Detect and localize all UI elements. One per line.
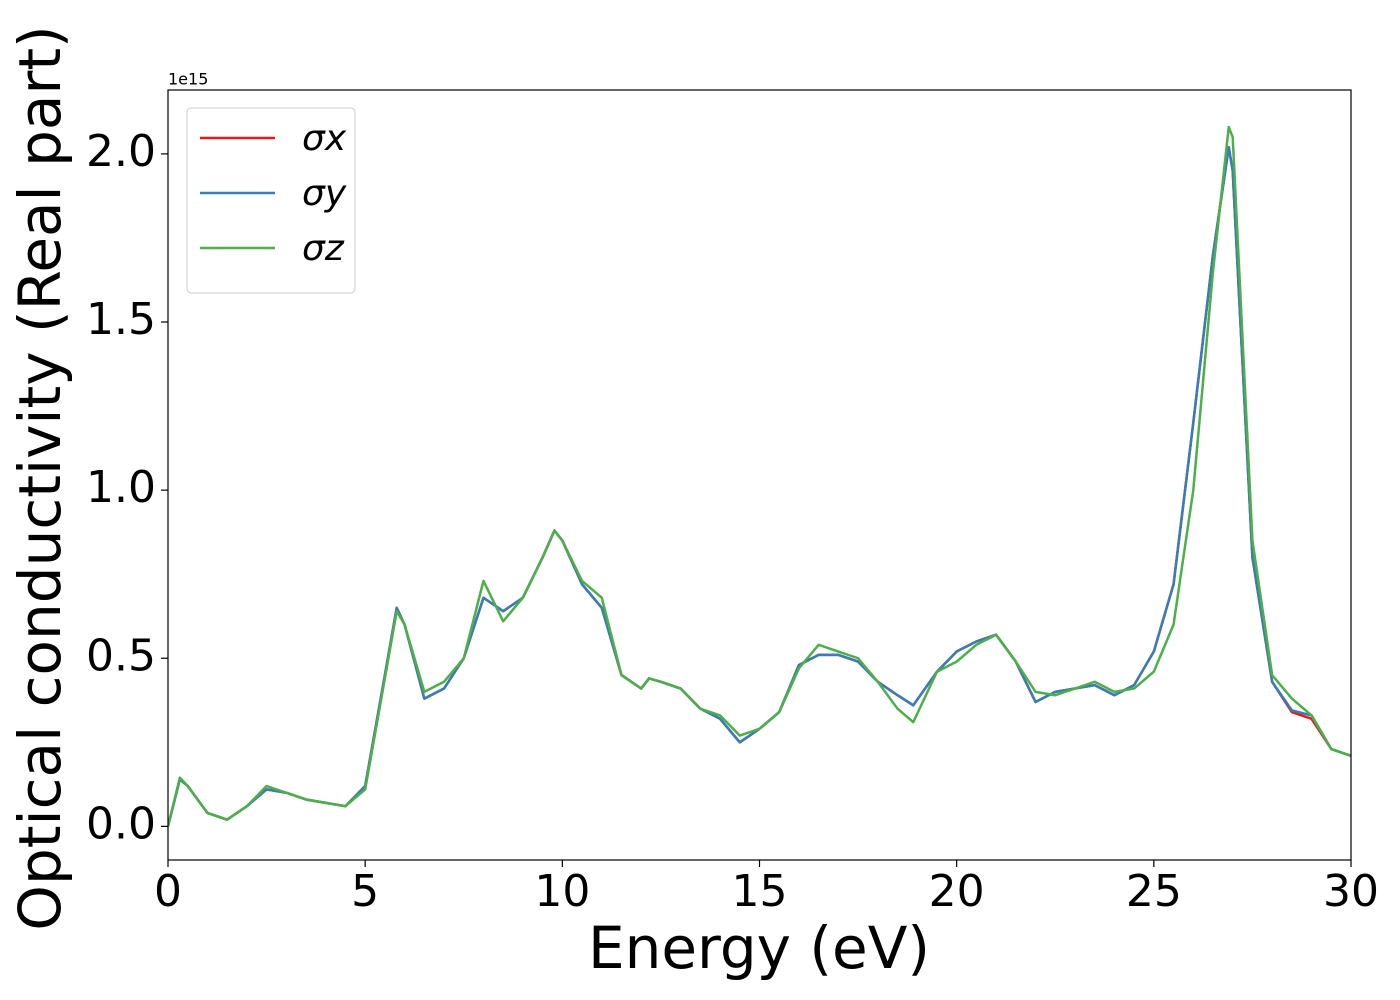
- plot-frame: [167, 89, 1352, 861]
- line-series: [168, 145, 1351, 827]
- legend-text: σx: [302, 118, 347, 159]
- x-axis-label: Energy (eV): [588, 914, 930, 982]
- y-tick-label: 1.0: [86, 462, 156, 513]
- y-tick-label: 0.0: [86, 798, 156, 849]
- x-tick-label: 10: [534, 866, 590, 917]
- y-tick-label: 1.5: [86, 294, 156, 345]
- x-tick-label: 25: [1126, 866, 1182, 917]
- x-tick-label: 30: [1323, 866, 1379, 917]
- y-tick-label: 2.0: [86, 126, 156, 177]
- y-tick-label: 0.5: [86, 630, 156, 681]
- y-offset-label: 1e15: [168, 70, 208, 89]
- y-axis-label: Optical conductivity (Real part): [6, 25, 74, 930]
- x-tick-label: 0: [154, 866, 182, 917]
- x-tick-label: 15: [732, 866, 788, 917]
- x-tick-label: 20: [929, 866, 985, 917]
- x-tick-label: 5: [351, 866, 379, 917]
- line-series: [168, 125, 1351, 827]
- legend-text: σy: [302, 173, 347, 214]
- legend-text: σz: [302, 228, 345, 269]
